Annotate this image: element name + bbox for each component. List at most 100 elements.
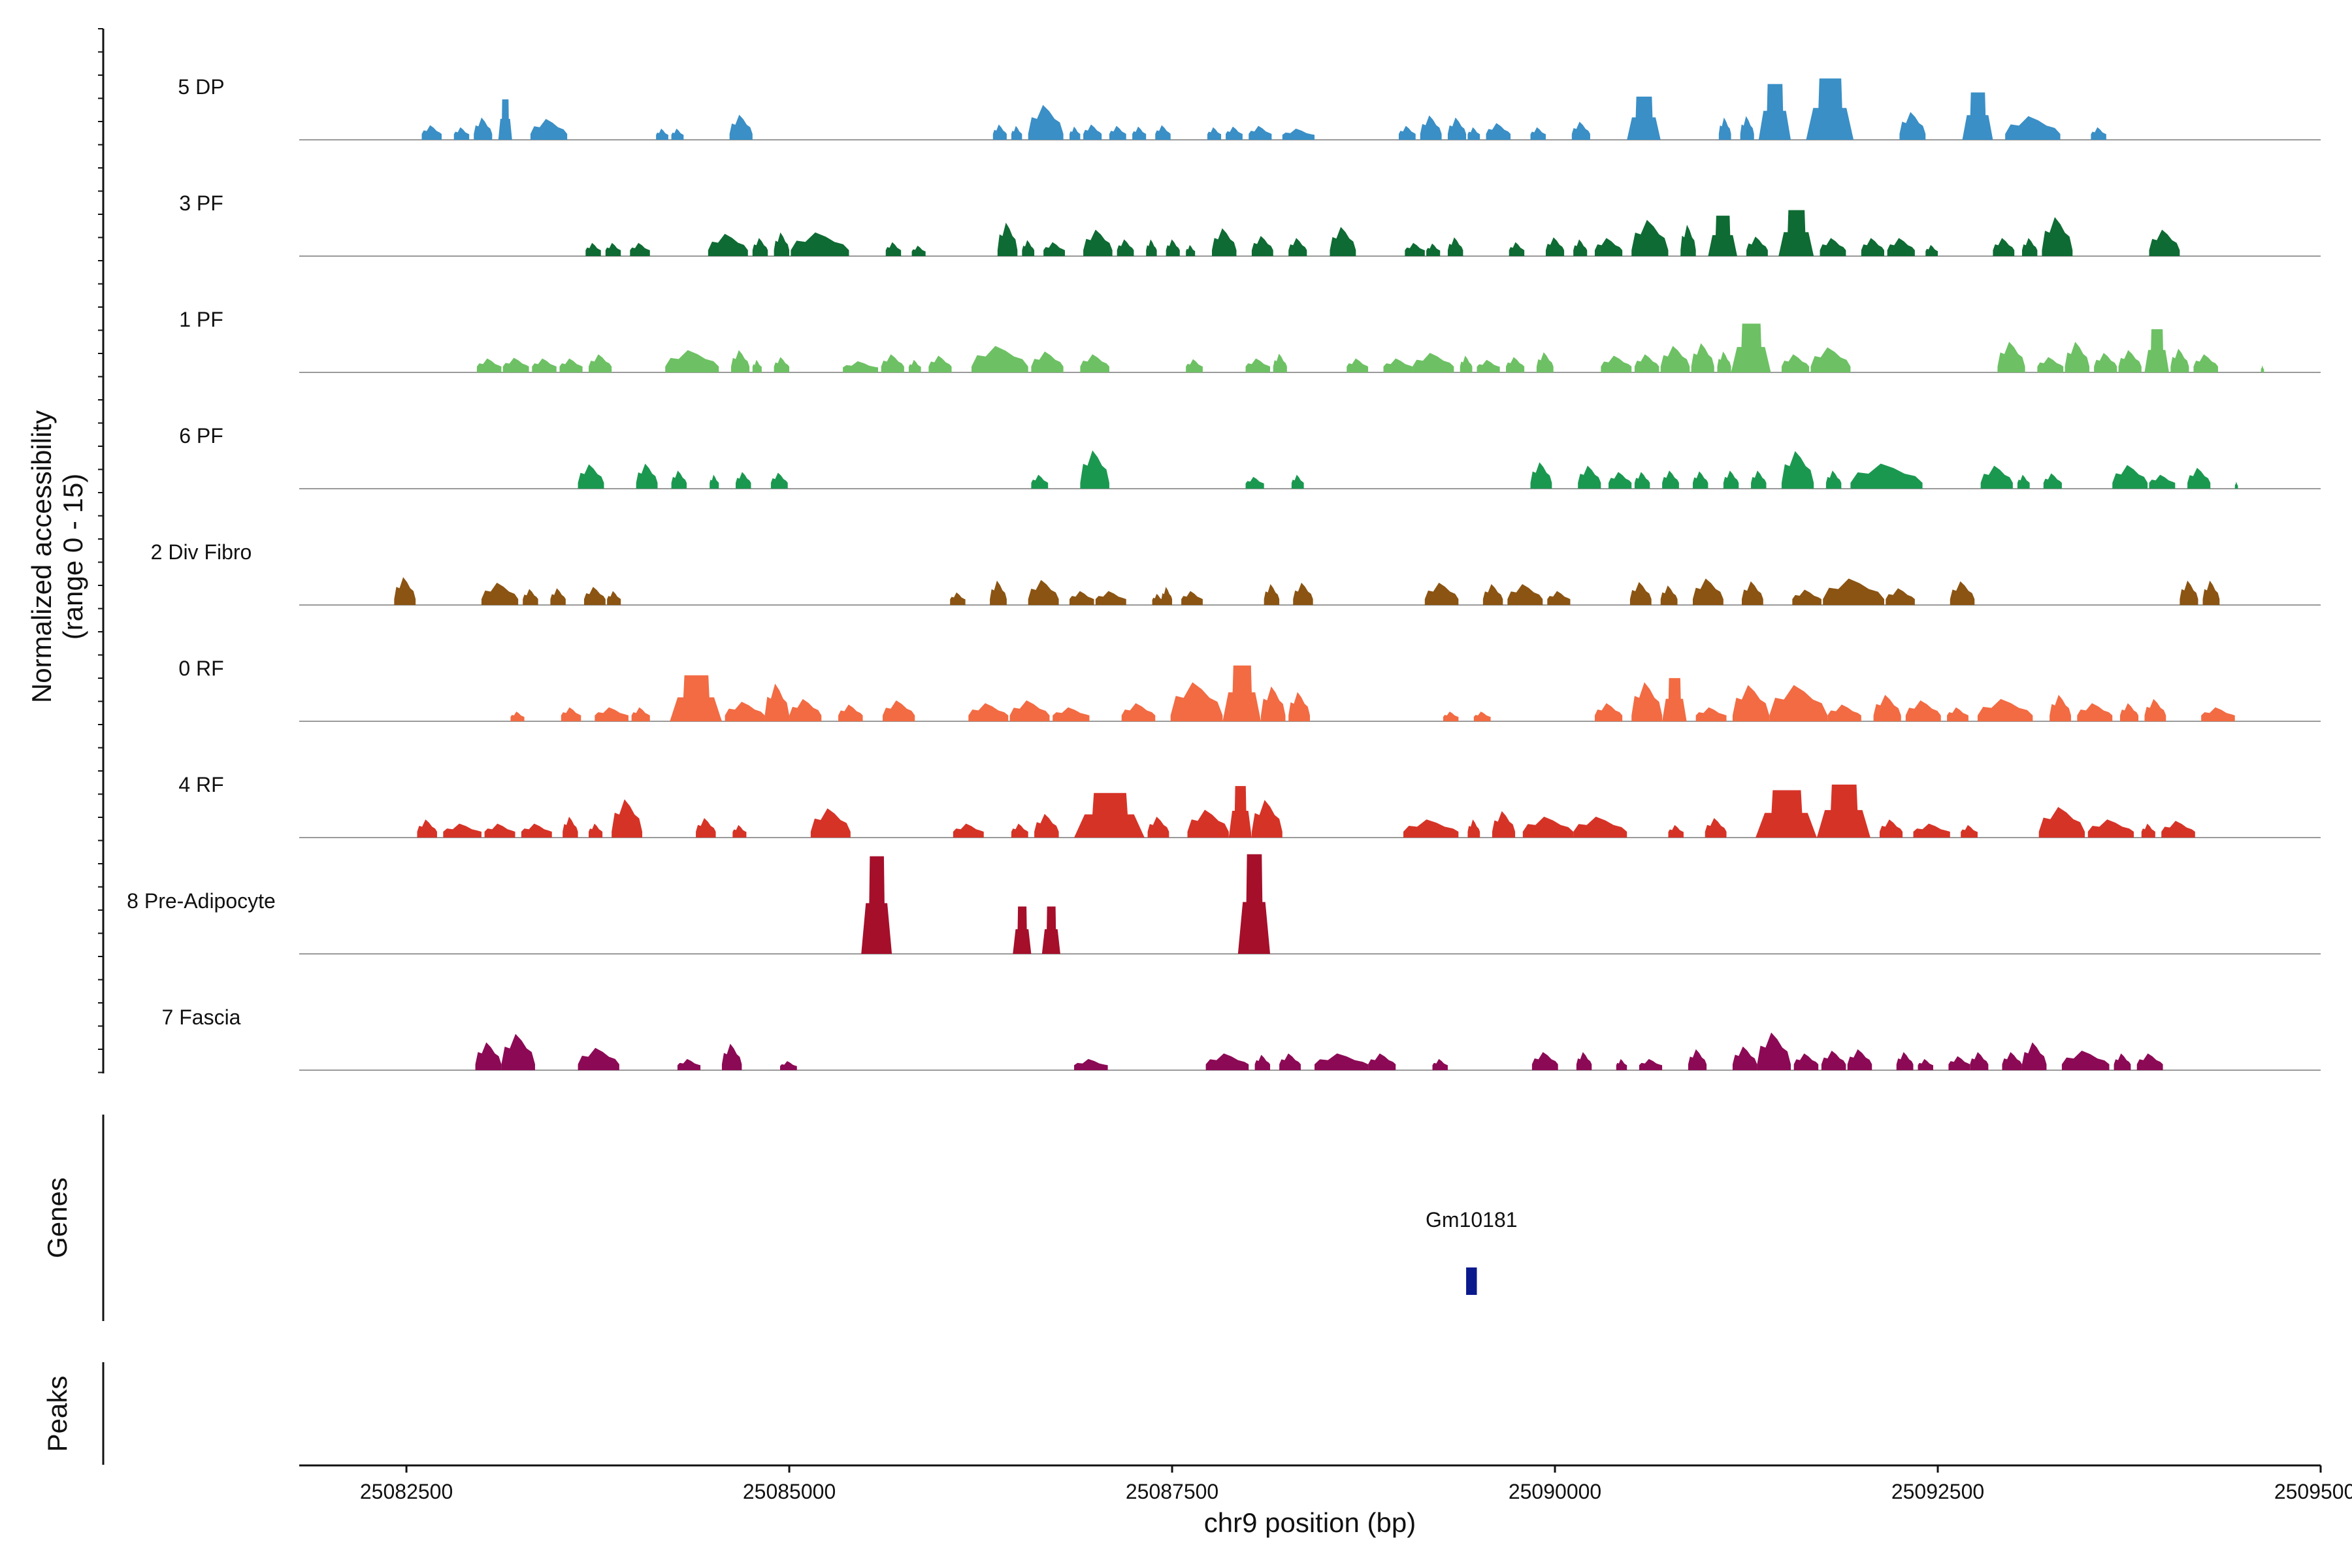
coverage-peak: [2061, 1051, 2110, 1070]
coverage-peak: [1629, 581, 1652, 605]
coverage-peak: [1792, 589, 1821, 605]
coverage-peak: [1925, 244, 1938, 256]
coverage-peak: [561, 707, 581, 721]
coverage-peak: [2042, 217, 2073, 256]
coverage-peak: [1013, 906, 1032, 954]
coverage-peak: [1573, 239, 1588, 256]
coverage-peak: [2161, 821, 2195, 838]
coverage-peak: [2038, 807, 2085, 838]
gene-body: [1466, 1267, 1477, 1295]
coverage-peak: [953, 823, 984, 838]
coverage-peak: [696, 818, 716, 838]
coverage-peak: [1486, 123, 1511, 140]
coverage-peak: [1741, 581, 1763, 605]
coverage-peak: [421, 125, 442, 140]
coverage-peak: [1993, 238, 2015, 256]
coverage-peak: [1692, 471, 1708, 489]
coverage-peak: [1080, 354, 1109, 372]
coverage-peak: [810, 808, 851, 838]
coverage-peak: [1634, 472, 1650, 489]
coverage-peak: [1041, 906, 1060, 954]
coverage-peak: [1723, 470, 1739, 489]
coverage-peak: [607, 591, 621, 605]
coverage-peak: [2141, 823, 2155, 838]
coverage-peak: [1368, 1053, 1396, 1070]
coverage-peak: [2119, 703, 2139, 721]
coverage-peak: [475, 1042, 502, 1070]
coverage-peak: [589, 354, 612, 372]
coverage-peak: [481, 582, 519, 605]
coverage-peak: [530, 119, 568, 140]
coverage-peak: [563, 817, 578, 838]
coverage-peak: [1522, 817, 1574, 838]
peaks-track-title: Peaks: [42, 1376, 73, 1452]
coverage-peak: [1254, 1054, 1271, 1070]
coverage-peak: [2077, 703, 2113, 721]
coverage-peak: [1282, 128, 1315, 140]
track-label: 3 PF: [179, 191, 223, 215]
coverage-peak: [1228, 786, 1252, 838]
coverage-peak: [443, 823, 482, 838]
coverage-peak: [1947, 707, 1968, 721]
coverage-peak: [908, 359, 921, 372]
x-tick-label: 25095000: [2274, 1480, 2352, 1503]
coverage-peak: [630, 242, 650, 256]
coverage-peak: [1121, 703, 1156, 721]
coverage-peak: [1506, 357, 1525, 372]
coverage-peak: [1492, 811, 1516, 838]
track-4-rf: 4 RF: [178, 773, 2321, 838]
gene-annotations: Gm10181: [1426, 1208, 1518, 1295]
track-0-rf: 0 RF: [178, 657, 2321, 722]
coverage-peak: [1405, 242, 1425, 256]
coverage-peak: [1432, 1058, 1448, 1070]
coverage-peak: [1117, 239, 1134, 256]
coverage-peak: [1887, 238, 1915, 256]
coverage-peak: [2201, 707, 2235, 721]
coverage-peak: [992, 124, 1007, 140]
coverage-peak: [789, 698, 822, 721]
coverage-peak: [1507, 584, 1543, 605]
coverage-peak: [1708, 216, 1737, 256]
coverage-peak: [1718, 117, 1731, 140]
coverage-peak: [2149, 474, 2176, 489]
coverage-peak: [523, 589, 538, 605]
coverage-peak: [394, 577, 416, 605]
coverage-peak: [670, 675, 722, 721]
coverage-peak: [729, 114, 753, 140]
coverage-peak: [1899, 112, 1926, 140]
coverage-peak: [2234, 482, 2238, 489]
coverage-peak: [1477, 359, 1500, 372]
coverage-peak: [1913, 823, 1950, 838]
coverage-peak: [1426, 243, 1441, 256]
coverage-peak: [861, 856, 892, 954]
coverage-peak: [1576, 1052, 1592, 1070]
coverage-peak: [1083, 124, 1102, 140]
coverage-peak: [1850, 463, 1923, 489]
coverage-peak: [1547, 591, 1571, 605]
track-8-pre-adipocyte: 8 Pre-Adipocyte: [127, 854, 2321, 955]
coverage-peak: [1398, 125, 1416, 140]
coverage-peak: [774, 357, 790, 372]
coverage-peak: [631, 707, 650, 721]
coverage-peak: [732, 825, 747, 838]
coverage-peak: [1288, 692, 1310, 721]
coverage-peak: [1152, 593, 1163, 605]
coverage-peak: [730, 350, 750, 372]
coverage-peak: [885, 242, 902, 256]
coverage-peak: [2180, 580, 2198, 605]
coverage-peak: [710, 474, 719, 489]
coverage-peak: [1467, 127, 1480, 140]
coverage-peak: [1781, 451, 1814, 489]
coverage-peak: [1961, 825, 1978, 838]
coverage-peak: [1034, 813, 1059, 838]
coverage-peak: [1473, 711, 1491, 721]
coverage-peak: [2043, 473, 2062, 489]
coverage-peak: [2037, 357, 2064, 372]
coverage-peak: [417, 819, 437, 838]
coverage-peak: [1821, 1051, 1846, 1070]
coverage-peak: [1530, 462, 1552, 489]
coverage-peak: [1237, 854, 1271, 954]
coverage-peak: [1222, 665, 1261, 721]
coverage-peak: [1186, 244, 1196, 256]
